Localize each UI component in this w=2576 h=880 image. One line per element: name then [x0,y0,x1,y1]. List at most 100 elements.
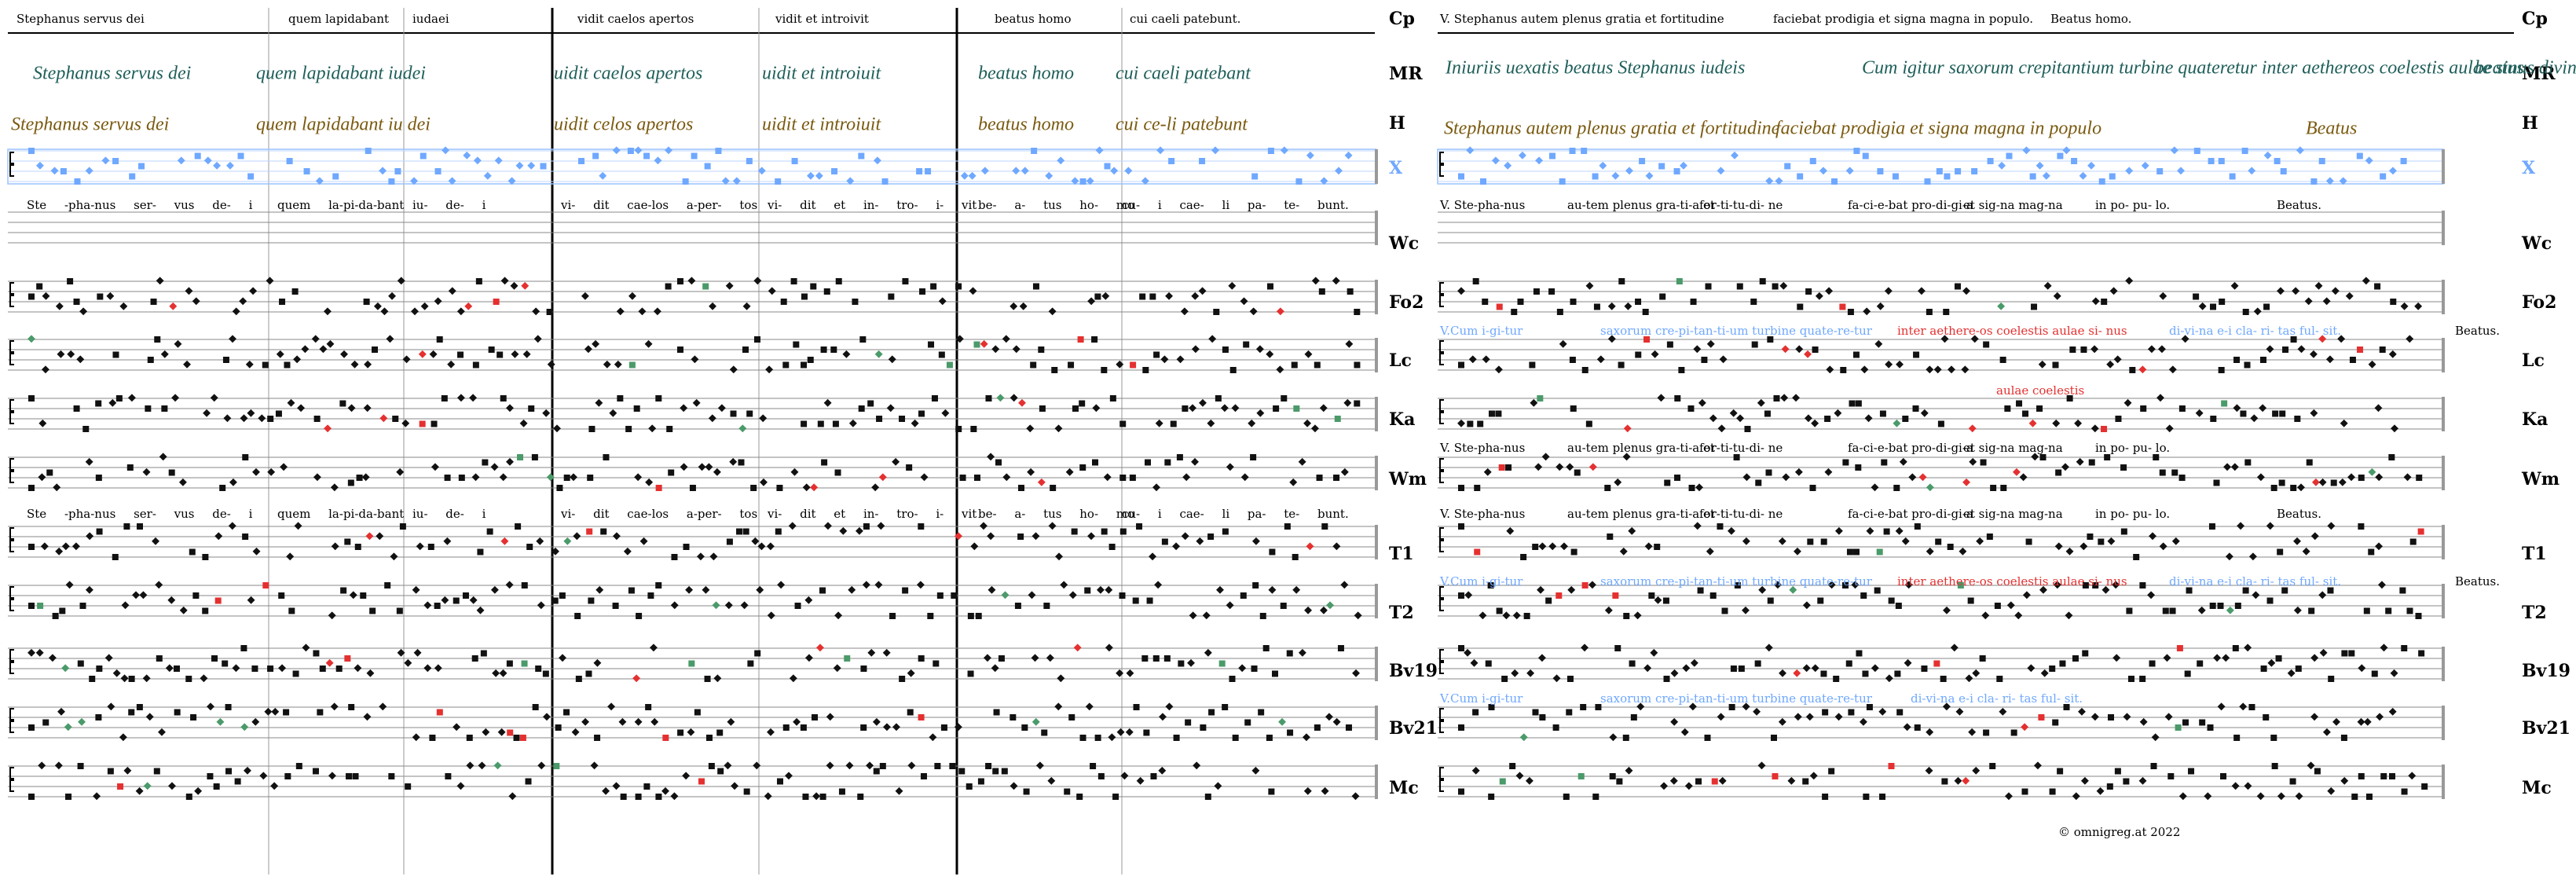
neume-note [1566,676,1574,682]
neume-note [1073,644,1082,652]
neume-note [715,148,722,154]
neume-note [785,772,793,780]
neume-note [1917,287,1926,295]
siglum: Fo2 [2522,292,2556,313]
neume-note [575,676,582,682]
neume-note [573,532,581,541]
neume-note [892,457,900,466]
neume-note [1639,158,1646,164]
neume-note [1240,592,1247,599]
neume-note [1860,365,1869,374]
neume-note [879,763,886,769]
neume-note [537,761,546,770]
neume-note [980,339,988,348]
neume-note [2167,773,2175,779]
neume-note [107,768,114,775]
neume-note [239,297,247,306]
neume-note [1079,735,1086,741]
neume-note [145,405,152,412]
neume-note [2318,335,2327,343]
neume-note [1159,713,1167,721]
neume-note [2406,607,2413,614]
neume-note [1506,526,1515,535]
neume-note [2248,704,2255,710]
neume-note [2175,724,2182,731]
neume-note [1845,167,1854,175]
neume-note [1892,173,1899,180]
neume-note [1258,709,1265,716]
neume-note [1855,400,1862,407]
neume-note [2289,778,2296,785]
neume-note [1181,532,1189,541]
neume-note [412,585,420,594]
neume-note [776,778,783,785]
neume-note [1018,398,1026,407]
neume-note [292,670,299,677]
neume-note [1888,597,1895,604]
neume-note [1202,611,1211,620]
neume-note [2096,786,2105,795]
neume-note [802,794,809,800]
neume-note [2171,537,2180,545]
neume-note [1999,707,2007,716]
neume-note [969,287,977,295]
neume-note [1108,733,1116,742]
neume-note [1002,473,1011,482]
neume-note [1862,152,1869,160]
neume-note [881,178,889,185]
neume-note [2310,713,2319,721]
neume-note [1292,585,1301,594]
neume-note [1105,644,1113,652]
neume-note [590,761,599,770]
neume-note [278,592,285,599]
neume-note [1555,463,1564,471]
neume-note [1920,409,1929,417]
neume-note [1458,361,1464,368]
neume-note [1293,405,1300,412]
neume-note [363,299,370,305]
neume-note [1191,345,1200,354]
neume-note [670,792,679,801]
neume-note [1268,585,1277,594]
neume-note [1727,526,1735,535]
neume-note [551,597,559,604]
syllables: be- a- tus ho- mo [978,507,1134,521]
neume-note [1950,644,1959,652]
neume-note [515,523,522,530]
neume-note [1622,735,1629,741]
neume-note [1520,554,1527,560]
neume-note [1335,167,1343,175]
neume-note [907,709,914,716]
neume-note [705,735,713,741]
neume-note [1457,419,1465,427]
syllables: quem la-pi-da-bant [277,507,404,521]
neume-note [2233,357,2241,363]
neume-note [1243,341,1250,348]
neume-note [67,350,75,358]
neume-note [1119,420,1127,427]
neume-note [2004,405,2011,412]
neume-note [789,674,797,683]
neume-note [1222,346,1229,353]
neume-note [500,395,507,402]
neume-note [1326,601,1335,610]
neume-note [1012,345,1021,354]
neume-note [1504,161,1512,170]
neume-note [876,416,883,422]
neume-note [348,704,355,710]
neume-note [2388,350,2397,358]
neume-note [1178,660,1185,667]
neume-note [2232,645,2239,651]
neume-note [2290,485,2297,491]
neume-note [1701,357,1708,363]
neume-note [1884,287,1893,295]
neume-note [2057,152,2064,160]
neume-note [1468,355,1477,364]
neume-note [2416,475,2423,481]
siglum: X [1389,158,1403,178]
neume-note [168,469,175,476]
neume-note [1904,658,1912,667]
neume-note [742,346,749,353]
neume-note [1119,528,1127,535]
neume-note [1901,537,1910,545]
